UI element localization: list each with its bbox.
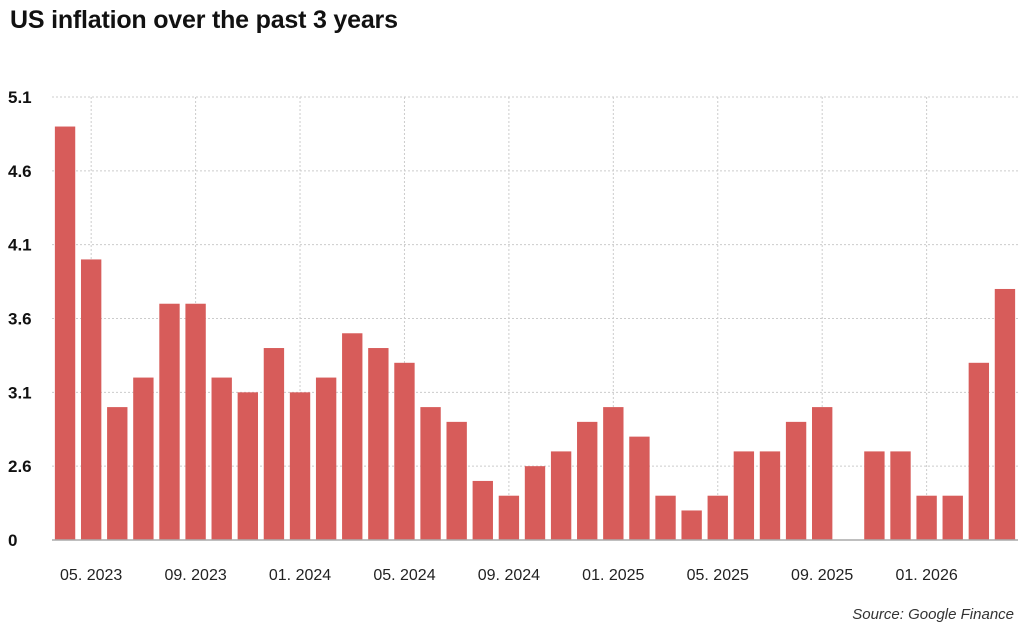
x-tick-label: 05. 2025 [687, 567, 749, 584]
bar [759, 451, 781, 540]
x-tick-label: 09. 2024 [478, 567, 540, 584]
y-tick-label: 3.1 [8, 383, 32, 402]
bar [289, 392, 311, 540]
x-tick-label: 09. 2025 [791, 567, 853, 584]
bar [629, 436, 650, 540]
axis-layer: 0 2.6 3.1 3.6 4.1 4.6 5.1 05. 2023 09. 2023 01. 2… [8, 88, 1018, 584]
bar [80, 259, 102, 540]
x-tick-label: 01. 2025 [582, 567, 644, 584]
bar [681, 510, 702, 540]
source-note: Source: Google Finance [852, 606, 1014, 623]
bar [420, 407, 441, 540]
bar [159, 303, 180, 540]
bar [733, 451, 755, 540]
y-tick-label: 0 [8, 531, 17, 550]
chart-title: US inflation over the past 3 years [10, 6, 398, 34]
bar [577, 421, 598, 540]
bar [394, 362, 415, 540]
bar [890, 451, 911, 540]
bar [655, 495, 676, 540]
bar [968, 362, 990, 540]
bars-layer [54, 126, 1016, 541]
bar [785, 421, 807, 540]
bar [524, 466, 546, 540]
bar [994, 288, 1016, 540]
bar [498, 495, 520, 540]
x-tick-label: 01. 2026 [895, 567, 957, 584]
bar [107, 407, 128, 540]
bar [446, 421, 467, 540]
bar [550, 451, 572, 540]
bar [237, 392, 258, 540]
bar [263, 348, 285, 540]
bar [603, 407, 624, 540]
bar [942, 495, 963, 540]
bar [368, 348, 389, 540]
y-tick-label: 3.6 [8, 310, 32, 329]
bar [916, 495, 937, 540]
x-tick-label: 09. 2023 [164, 567, 226, 584]
x-tick-label: 05. 2023 [60, 567, 122, 584]
grid-layer [52, 96, 1018, 540]
bar [812, 407, 833, 540]
bar [707, 495, 728, 540]
bar [185, 303, 206, 540]
y-tick-label: 4.1 [8, 236, 32, 255]
bar [342, 333, 363, 540]
y-tick-label: 5.1 [8, 88, 32, 107]
bar [54, 126, 76, 541]
bar [133, 377, 154, 540]
bar [864, 451, 885, 540]
y-tick-label: 4.6 [8, 162, 32, 181]
x-tick-label: 01. 2024 [269, 567, 331, 584]
y-tick-label: 2.6 [8, 457, 32, 476]
bar [211, 377, 232, 540]
x-tick-label: 05. 2024 [373, 567, 435, 584]
bar [315, 377, 337, 540]
bar [472, 480, 493, 540]
